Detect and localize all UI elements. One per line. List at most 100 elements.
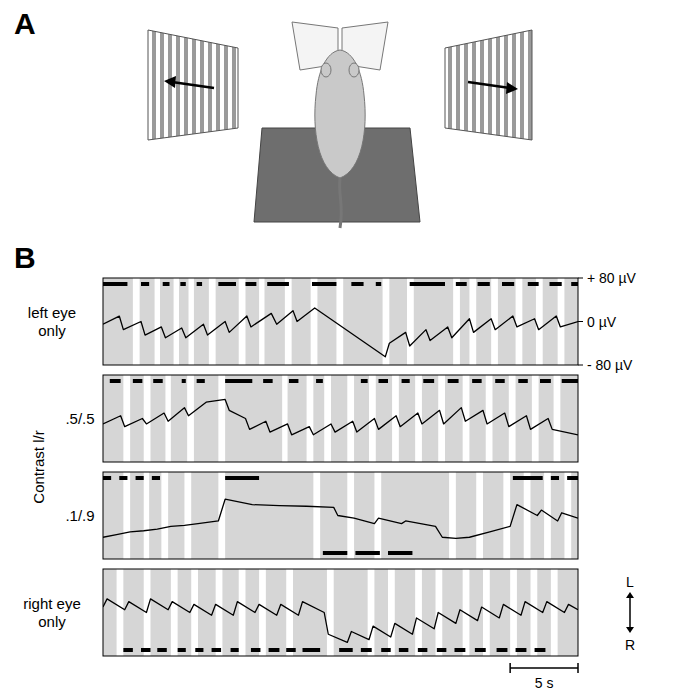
stimulus-shading xyxy=(445,375,463,462)
stimulus-shading xyxy=(293,569,327,656)
stimulus-bar-bottom xyxy=(269,648,280,652)
stimulus-bar-top xyxy=(133,379,143,383)
stimulus-bar-bottom xyxy=(212,648,222,652)
stimulus-shading xyxy=(151,569,171,656)
stimulus-shading xyxy=(266,569,286,656)
stimulus-bar-top xyxy=(110,379,121,383)
stimulus-bar-bottom xyxy=(339,648,353,652)
stimulus-bar-top xyxy=(136,476,144,480)
stimulus-bar-top xyxy=(502,282,514,286)
stimulus-bar-top xyxy=(152,476,160,480)
y-tick-label: - 80 µV xyxy=(587,357,633,373)
stimulus-shading xyxy=(395,569,415,656)
stimulus-bar-top xyxy=(103,282,127,286)
stimulus-bar-top xyxy=(103,476,111,480)
stimulus-bar-top xyxy=(567,476,578,480)
eye-position-trace xyxy=(103,308,578,357)
stimulus-bar-top xyxy=(571,282,578,286)
stimulus-bar-top xyxy=(550,282,562,286)
stimulus-bar-top xyxy=(312,282,336,286)
stimulus-bar-bottom xyxy=(388,551,412,555)
stimulus-shading xyxy=(103,472,123,559)
stimulus-bar-top xyxy=(410,282,445,286)
stimulus-shading xyxy=(374,569,388,656)
arrow-head xyxy=(506,82,518,94)
plot-area xyxy=(103,569,578,656)
mouse-ear xyxy=(321,63,331,77)
stimulus-shading xyxy=(320,472,347,559)
stimulus-shading xyxy=(469,569,483,656)
stimulus-bar-top xyxy=(197,379,205,383)
stimulus-bar-top xyxy=(379,379,389,383)
stimulus-shading xyxy=(539,375,554,462)
stimulus-shading xyxy=(179,278,189,365)
trace-panel: .1/.9 xyxy=(65,472,578,559)
label-line: left eye xyxy=(28,304,76,321)
label-line: only xyxy=(38,322,66,339)
stimulus-bar-bottom xyxy=(475,648,486,652)
panel-frame xyxy=(103,569,578,656)
stimulus-bar-top xyxy=(540,379,551,383)
motion-arrow xyxy=(468,82,510,88)
stimulus-bar-top xyxy=(376,282,381,286)
stimulus-shading xyxy=(168,472,184,559)
stimulus-bar-top xyxy=(448,379,459,383)
stimulus-shading xyxy=(292,278,311,365)
stimulus-bar-top xyxy=(513,476,543,480)
stimulus-bar-bottom xyxy=(418,648,428,652)
scale-bar-end xyxy=(577,663,579,673)
mouse-ear xyxy=(349,63,359,77)
stimulus-shading xyxy=(103,375,123,462)
stimulus-shading xyxy=(456,472,476,559)
y-tick-label: + 80 µV xyxy=(587,270,637,286)
stimulus-bar-bottom xyxy=(323,551,347,555)
stimulus-shading xyxy=(354,375,369,462)
stimulus-shading xyxy=(354,472,374,559)
plot-area xyxy=(103,375,578,462)
right-screen xyxy=(445,30,532,140)
stimulus-bar-top xyxy=(180,282,185,286)
stimulus-bar-bottom xyxy=(497,648,508,652)
condition-label: .1/.9 xyxy=(65,507,94,524)
panel-letter: A xyxy=(14,7,36,40)
stimulus-bar-top xyxy=(562,379,578,383)
plot-area xyxy=(103,278,578,365)
stimulus-shading xyxy=(490,569,510,656)
stimulus-shading xyxy=(194,278,209,365)
stimulus-shading xyxy=(551,472,565,559)
stimulus-shading xyxy=(517,569,531,656)
stimulus-bar-bottom xyxy=(231,648,239,652)
stimulus-bar-top xyxy=(423,379,434,383)
stimulus-shading xyxy=(422,375,438,462)
mouse-body xyxy=(315,50,365,178)
stimulus-bar-top xyxy=(361,379,368,383)
stimulus-shading xyxy=(222,569,238,656)
eye-position-trace xyxy=(103,399,578,434)
arrow-head xyxy=(164,76,176,88)
panel-frame xyxy=(103,375,578,462)
panel-frame xyxy=(103,472,578,559)
stimulus-bar-top xyxy=(518,379,528,383)
mouse-tail xyxy=(340,178,342,228)
stimulus-bar-bottom xyxy=(123,648,133,652)
stimulus-shading xyxy=(334,569,368,656)
stimulus-bar-top xyxy=(402,379,410,383)
stimulus-bar-top xyxy=(163,282,170,286)
stimulus-shading xyxy=(171,375,187,462)
condition-label: right eyeonly xyxy=(23,595,81,630)
stimulus-shading xyxy=(558,569,578,656)
stimulus-bar-top xyxy=(182,379,186,383)
stimulus-bar-top xyxy=(528,282,539,286)
stimulus-shading xyxy=(381,472,449,559)
stimulus-bar-bottom xyxy=(178,648,186,652)
stimulus-bar-bottom xyxy=(361,648,372,652)
direction-label: R xyxy=(625,637,635,653)
eye-position-trace xyxy=(103,599,578,643)
stimulus-bar-top xyxy=(197,282,202,286)
arrow-head xyxy=(626,592,634,598)
arrow-head xyxy=(626,627,634,633)
trace-panel: + 80 µV0 µV- 80 µVleft eyeonly xyxy=(28,270,637,373)
left-screen xyxy=(148,30,238,140)
stimulus-shading xyxy=(516,375,532,462)
eye-position-trace xyxy=(103,499,578,538)
